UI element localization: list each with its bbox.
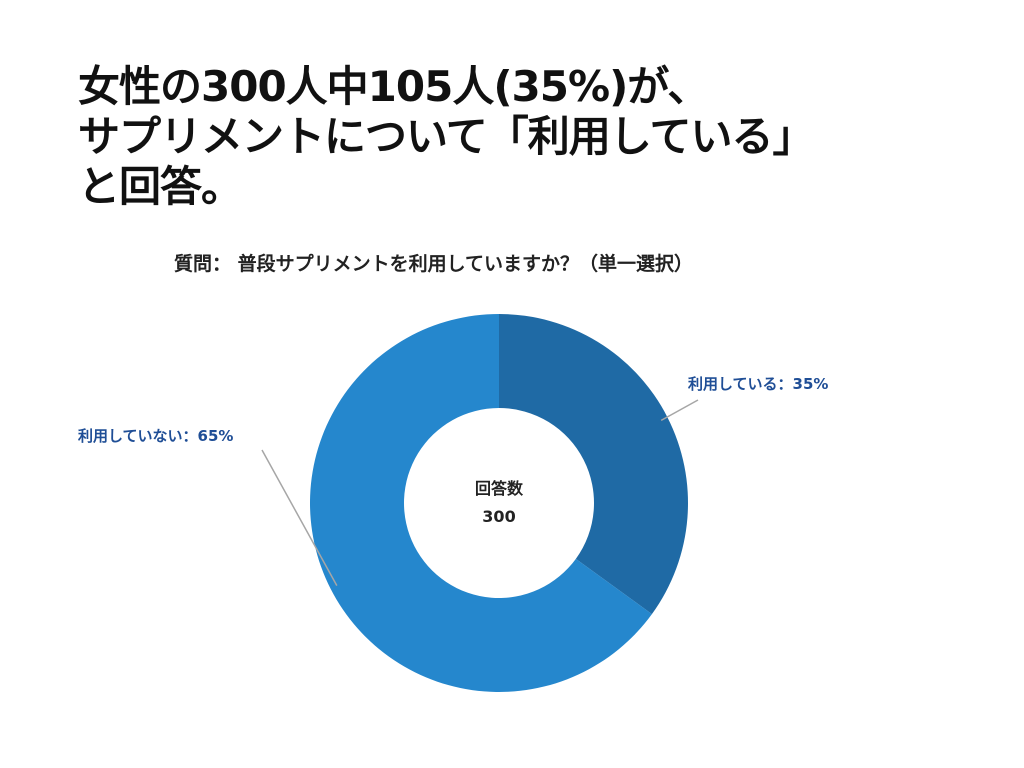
headline-line-1: 女性の300人中105人(35%)が、 (78, 62, 709, 111)
headline-line-3: と回答。 (78, 162, 243, 211)
slice-labels: 利用している：35% 利用していない：65% (78, 375, 828, 445)
slice-using (499, 314, 688, 615)
slice-not-using (310, 314, 652, 693)
center-value: 300 (482, 507, 515, 526)
label-not-using: 利用していない：65% (78, 427, 233, 445)
leader-lines (261, 399, 699, 586)
leader-line-not-using (261, 449, 338, 586)
center-label: 回答数 (475, 479, 524, 498)
question-text: 質問： 普段サプリメントを利用していますか？（単一選択） (174, 253, 694, 275)
headline-line-2: サプリメントについて「利用している」 (78, 112, 814, 161)
label-using: 利用している：35% (688, 375, 828, 393)
headline: 女性の300人中105人(35%)が、 サプリメントについて「利用している」 と… (78, 62, 998, 212)
donut-slices (310, 314, 688, 693)
leader-line-using (660, 399, 699, 422)
